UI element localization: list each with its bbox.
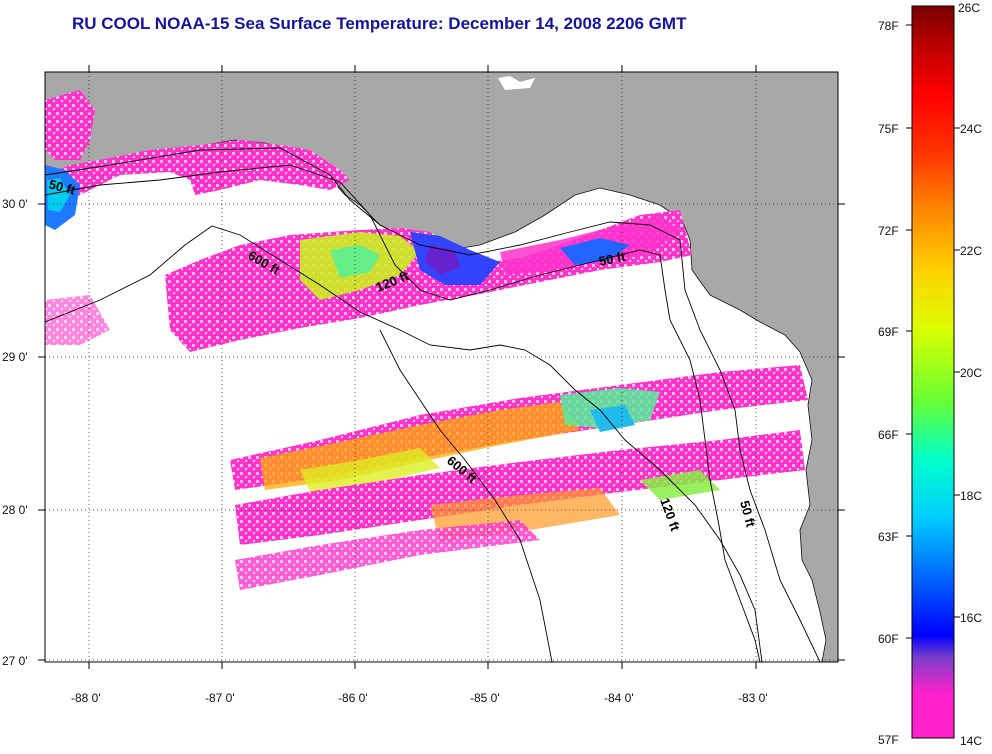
colorbar-c-label: 26C <box>958 1 980 15</box>
colorbar: 78F 75F 72F 69F 66F 63F 60F 57F 26C 24C … <box>878 1 982 748</box>
bathymetry-contours <box>45 147 821 662</box>
colorbar-f-label: 57F <box>878 733 899 747</box>
contour-600ft <box>45 225 763 662</box>
colorbar-c-label: 20C <box>960 366 982 380</box>
colorbar-f-label: 69F <box>878 325 899 339</box>
lon-label: -86 0' <box>338 691 368 705</box>
lat-label: 30 0' <box>2 197 28 211</box>
colorbar-f-label: 75F <box>878 122 899 136</box>
colorbar-ticks <box>906 24 960 639</box>
colorbar-f-label: 60F <box>878 632 899 646</box>
lon-label: -85 0' <box>470 691 500 705</box>
contour-120ft <box>45 164 761 662</box>
lat-label: 28 0' <box>2 503 28 517</box>
colorbar-c-label: 22C <box>960 244 982 258</box>
colorbar-c-label: 14C <box>960 734 982 748</box>
latitude-labels: 30 0' 29 0' 28 0' 27 0' <box>2 197 28 668</box>
lon-label: -83 0' <box>738 691 768 705</box>
contour-600ft-south <box>379 329 553 662</box>
island <box>498 76 535 90</box>
axis-ticks <box>38 65 845 669</box>
contour-50ft <box>45 147 821 662</box>
lon-label: -88 0' <box>71 691 101 705</box>
longitude-labels: -88 0' -87 0' -86 0' -85 0' -84 0' -83 0… <box>71 691 768 705</box>
contour-label: 50 ft <box>598 249 628 269</box>
lon-label: -87 0' <box>205 691 235 705</box>
colorbar-c-label: 24C <box>960 122 982 136</box>
colorbar-c-label: 18C <box>960 489 982 503</box>
map-title: RU COOL NOAA-15 Sea Surface Temperature:… <box>72 14 687 33</box>
lat-label: 29 0' <box>2 350 28 364</box>
graticule <box>45 72 838 662</box>
map-area <box>45 72 838 662</box>
map-frame <box>44 71 839 663</box>
colorbar-f-label: 66F <box>878 428 899 442</box>
sst-swath-lower <box>45 295 808 590</box>
lat-label: 27 0' <box>2 654 28 668</box>
colorbar-f-label: 78F <box>878 19 899 33</box>
colorbar-scale <box>911 5 955 739</box>
lon-label: -84 0' <box>604 691 634 705</box>
colorbar-f-label: 63F <box>878 530 899 544</box>
sst-swath-upper <box>45 90 692 352</box>
contour-label: 50 ft <box>737 499 759 529</box>
colorbar-c-label: 16C <box>960 611 982 625</box>
colorbar-f-label: 72F <box>878 224 899 238</box>
contour-label: 50 ft <box>47 176 77 198</box>
